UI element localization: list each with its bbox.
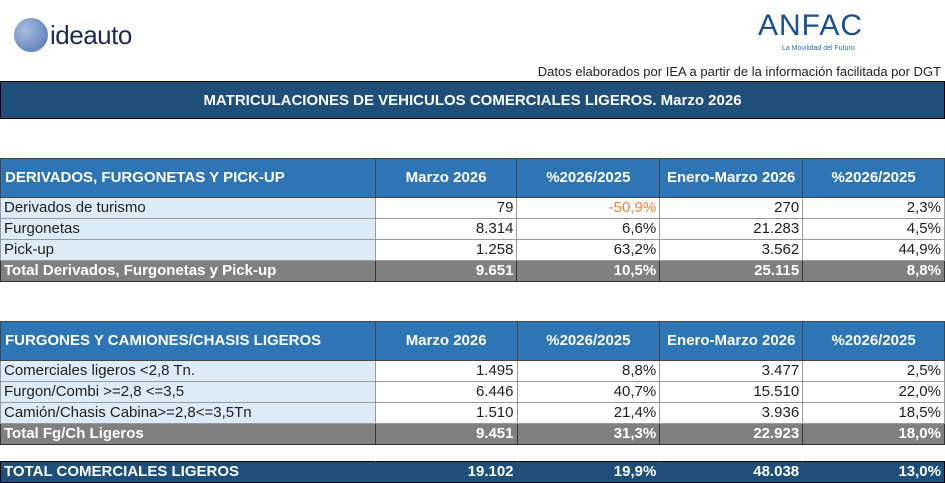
table-row: Furgon/Combi >=2,8 <=3,5 6.446 40,7% 15.510…	[0, 381, 945, 403]
cell-ytd: 22.923	[659, 423, 804, 445]
cell-label: Comerciales ligeros <2,8 Tn.	[0, 360, 376, 382]
cell-yp: 8,8%	[802, 260, 945, 282]
cell-yp: 2,3%	[802, 197, 945, 219]
column-header: Enero-Marzo 2026	[659, 158, 804, 198]
cell-mp: 10,5%	[516, 260, 661, 282]
source-note: Datos elaborados por IEA a partir de la …	[537, 64, 941, 79]
cell-label: Total Derivados, Furgonetas y Pick-up	[0, 260, 376, 282]
cell-yp: 2,5%	[802, 360, 945, 382]
cell-mp: 63,2%	[516, 239, 661, 261]
derivados-table: DERIVADOS, FURGONETAS Y PICK-UP Marzo 20…	[0, 158, 945, 282]
grand-total-label: TOTAL COMERCIALES LIGEROS	[0, 461, 376, 483]
table-header: FURGONES Y CAMIONES/CHASIS LIGEROS Marzo…	[0, 321, 945, 361]
cell-m: 6.446	[374, 381, 518, 403]
grand-total-month: 19.102	[374, 461, 518, 483]
column-header: Marzo 2026	[374, 321, 518, 361]
grand-total-month-pct: 19,9%	[516, 461, 661, 483]
cell-m: 1.495	[374, 360, 518, 382]
grand-total-table: TOTAL COMERCIALES LIGEROS 19.102 19,9% 4…	[0, 461, 945, 483]
anfac-tagline: La Movilidad del Futuro	[782, 45, 855, 52]
cell-yp: 44,9%	[802, 239, 945, 261]
cell-mp: 8,8%	[516, 360, 661, 382]
cell-label: Derivados de turismo	[0, 197, 376, 219]
cell-mp: 40,7%	[516, 381, 661, 403]
cell-ytd: 21.283	[659, 218, 804, 240]
ideauto-logo-icon	[14, 18, 48, 52]
ideauto-logo: ideauto	[14, 18, 132, 52]
anfac-logo: ANFAC La Movilidad del Futuro	[752, 10, 912, 53]
cell-ytd: 15.510	[659, 381, 804, 403]
cell-label: Furgonetas	[0, 218, 376, 240]
cell-ytd: 3.562	[659, 239, 804, 261]
cell-m: 9.451	[374, 423, 518, 445]
report-title: MATRICULACIONES DE VEHICULOS COMERCIALES…	[0, 81, 945, 119]
table-row: Derivados de turismo 79 -50,9% 270 2,3%	[0, 197, 945, 219]
cell-yp: 4,5%	[802, 218, 945, 240]
cell-ytd: 270	[659, 197, 804, 219]
table-row: Furgonetas 8.314 6,6% 21.283 4,5%	[0, 218, 945, 240]
grand-total-ytd-pct: 13,0%	[802, 461, 945, 483]
table-row: Camión/Chasis Cabina>=2,8<=3,5Tn 1.510 21,…	[0, 402, 945, 424]
section-heading: FURGONES Y CAMIONES/CHASIS LIGEROS	[0, 321, 376, 361]
cell-ytd: 3.936	[659, 402, 804, 424]
cell-yp: 18,0%	[802, 423, 945, 445]
grand-total-row: TOTAL COMERCIALES LIGEROS 19.102 19,9% 4…	[0, 461, 945, 483]
column-header: %2026/2025	[516, 321, 661, 361]
column-header: %2026/2025	[802, 158, 945, 198]
cell-m: 9.651	[374, 260, 518, 282]
column-header: %2026/2025	[802, 321, 945, 361]
total-row: Total Derivados, Furgonetas y Pick-up 9.6…	[0, 260, 945, 282]
anfac-logo-text: ANFAC	[758, 9, 864, 42]
table-row: Pick-up 1.258 63,2% 3.562 44,9%	[0, 239, 945, 261]
cell-mp: 6,6%	[516, 218, 661, 240]
ideauto-logo-text: ideauto	[50, 20, 132, 50]
cell-yp: 22,0%	[802, 381, 945, 403]
cell-mp: 31,3%	[516, 423, 661, 445]
cell-m: 8.314	[374, 218, 518, 240]
cell-label: Furgon/Combi >=2,8 <=3,5	[0, 381, 376, 403]
grand-total-ytd: 48.038	[659, 461, 804, 483]
section-heading: DERIVADOS, FURGONETAS Y PICK-UP	[0, 158, 376, 198]
column-header: %2026/2025	[516, 158, 661, 198]
column-header: Marzo 2026	[374, 158, 518, 198]
furgones-table: FURGONES Y CAMIONES/CHASIS LIGEROS Marzo…	[0, 321, 945, 445]
cell-label: Total Fg/Ch Ligeros	[0, 423, 376, 445]
cell-m: 1.258	[374, 239, 518, 261]
cell-label: Pick-up	[0, 239, 376, 261]
table-row: Comerciales ligeros <2,8 Tn. 1.495 8,8% 3.4…	[0, 360, 945, 382]
cell-mp: -50,9%	[516, 197, 661, 219]
cell-ytd: 25.115	[659, 260, 804, 282]
cell-yp: 18,5%	[802, 402, 945, 424]
cell-ytd: 3.477	[659, 360, 804, 382]
cell-m: 79	[374, 197, 518, 219]
cell-mp: 21,4%	[516, 402, 661, 424]
cell-label: Camión/Chasis Cabina>=2,8<=3,5Tn	[0, 402, 376, 424]
cell-m: 1.510	[374, 402, 518, 424]
table-header: DERIVADOS, FURGONETAS Y PICK-UP Marzo 20…	[0, 158, 945, 198]
total-row: Total Fg/Ch Ligeros 9.451 31,3% 22.923 18,0%	[0, 423, 945, 445]
column-header: Enero-Marzo 2026	[659, 321, 804, 361]
